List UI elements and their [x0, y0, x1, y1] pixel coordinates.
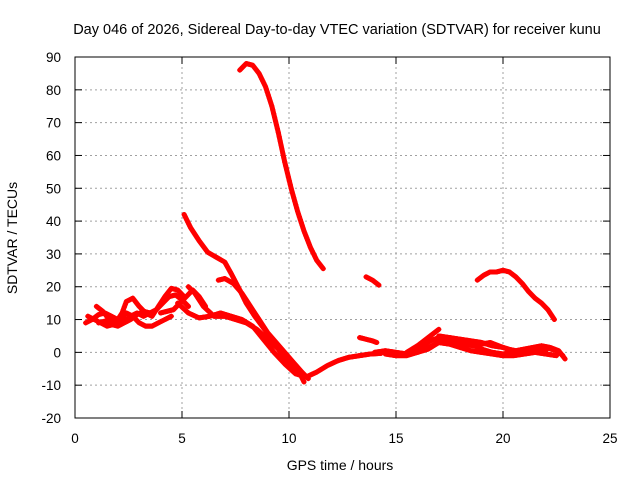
y-tick-label: 0 — [53, 345, 61, 360]
series-line — [237, 61, 326, 272]
y-axis-label: SDTVAR / TECUs — [4, 182, 20, 294]
y-tick-label: 30 — [46, 247, 61, 262]
y-tick-label: 70 — [46, 116, 61, 131]
x-tick-label: 15 — [388, 431, 403, 446]
x-tick-label: 25 — [602, 431, 617, 446]
x-tick-label: 10 — [281, 431, 296, 446]
data-series — [357, 335, 380, 346]
plot-data — [83, 61, 568, 385]
data-series — [410, 335, 568, 362]
data-series — [237, 61, 326, 272]
data-series — [436, 333, 559, 359]
plot-frame — [74, 56, 611, 419]
y-tick-label: 50 — [46, 181, 61, 196]
y-tick-label: 20 — [46, 280, 61, 295]
series-line — [175, 300, 384, 380]
series-line — [404, 326, 442, 355]
series-line — [474, 267, 557, 323]
data-series — [175, 300, 384, 380]
data-series — [96, 308, 153, 329]
data-series — [474, 267, 557, 323]
series-line — [436, 333, 559, 359]
y-tick-label: 60 — [46, 148, 61, 163]
y-tick-label: 10 — [46, 313, 61, 328]
series-line — [96, 308, 153, 329]
data-series — [404, 326, 442, 355]
series-line — [93, 285, 187, 326]
x-tick-label: 20 — [495, 431, 510, 446]
data-series — [363, 274, 382, 288]
y-tick-label: -10 — [41, 378, 61, 393]
chart-title: Day 046 of 2026, Sidereal Day-to-day VTE… — [73, 22, 601, 38]
axis-ticks: 0 5 10 15 20 25 -20 -10 0 10 20 30 40 50 60 70 80 90 — [41, 50, 617, 446]
data-series — [158, 287, 209, 316]
series-line — [357, 335, 380, 346]
x-axis-label: GPS time / hours — [287, 457, 394, 473]
y-tick-label: 80 — [46, 83, 61, 98]
y-tick-label: 40 — [46, 214, 61, 229]
series-line — [382, 340, 549, 359]
y-tick-label: 90 — [46, 50, 61, 65]
x-tick-label: 5 — [178, 431, 186, 446]
y-tick-label: -20 — [41, 411, 61, 426]
series-line — [363, 274, 382, 288]
series-line — [158, 287, 209, 316]
x-tick-label: 0 — [71, 431, 79, 446]
